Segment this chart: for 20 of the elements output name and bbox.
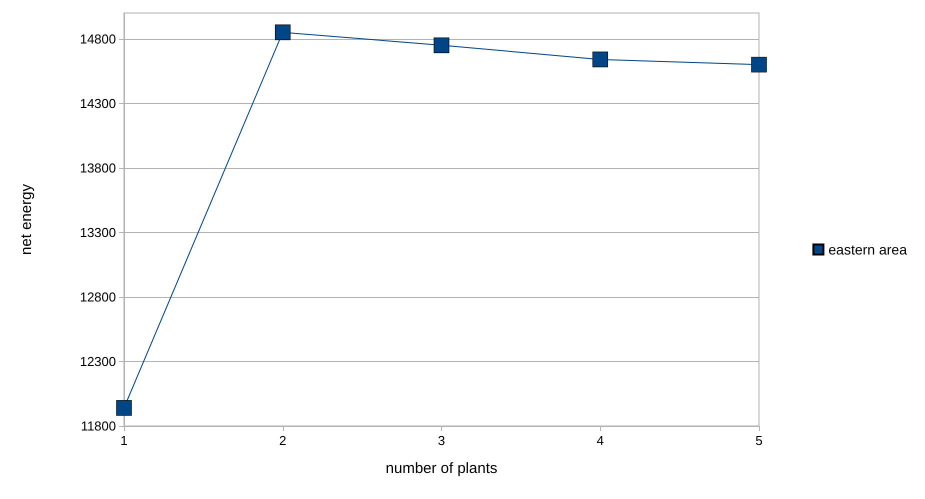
y-tick-label: 13800	[80, 160, 116, 176]
x-tick-label: 4	[596, 433, 604, 448]
point	[751, 56, 767, 72]
point	[116, 400, 132, 416]
x-tick-label: 3	[438, 433, 446, 448]
y-tick-label: 14800	[80, 31, 116, 46]
point	[274, 24, 291, 40]
point	[434, 37, 450, 54]
x-tick-label: 1	[120, 433, 128, 448]
y-tick-label: 11800	[80, 418, 116, 434]
point	[592, 52, 608, 68]
x-tick-label: 5	[755, 433, 763, 448]
y-axis-title: net energy	[18, 184, 35, 255]
x-axis-title: number of plants	[386, 460, 498, 477]
y-tick-label: 13300	[80, 224, 116, 240]
legend-label: eastern area	[828, 242, 908, 258]
y-tick-label: 14300	[80, 96, 116, 111]
y-tick-label: 12300	[80, 354, 116, 369]
x-tick-label: 2	[279, 433, 286, 448]
y-tick-label: 12800	[80, 289, 116, 304]
